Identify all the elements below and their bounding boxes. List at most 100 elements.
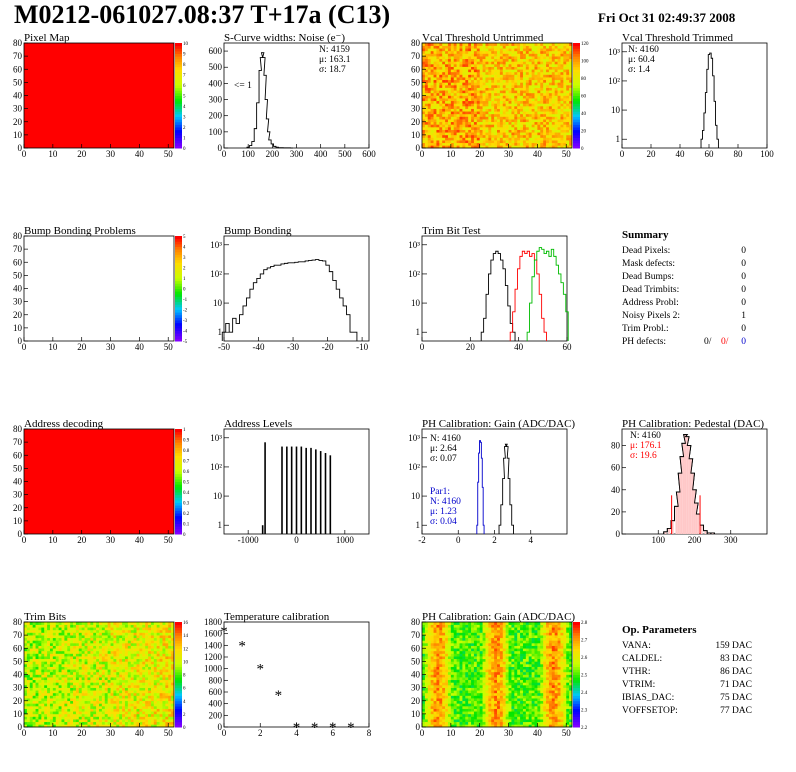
heatmap-cell: [35, 677, 39, 681]
heatmap-cell: [41, 666, 45, 670]
heatmap-cell: [476, 56, 480, 60]
x-tick-label: 0: [456, 535, 461, 545]
heatmap-cell: [73, 640, 77, 644]
heatmap-cell: [61, 687, 65, 691]
heatmap-cell: [55, 708, 59, 712]
heatmap-cell: [557, 53, 561, 57]
heatmap-cell: [70, 713, 74, 717]
heatmap-cell: [453, 98, 457, 102]
heatmap-cell: [41, 692, 45, 696]
heatmap-cell: [494, 82, 498, 86]
heatmap-cell: [90, 622, 94, 625]
heatmap-cell: [560, 77, 564, 81]
heatmap-cell: [517, 119, 521, 123]
heatmap-cell: [540, 45, 544, 49]
heatmap-cell: [531, 116, 535, 120]
palette-label: 20: [581, 130, 587, 135]
heatmap-cell: [93, 622, 97, 625]
heatmap-cell: [150, 677, 155, 681]
heatmap-cell: [148, 632, 152, 636]
heatmap-cell: [488, 140, 492, 144]
heatmap-cell: [93, 721, 97, 725]
heatmap-cell: [540, 87, 544, 91]
heatmap-cell: [494, 106, 498, 109]
heatmap-cell: [491, 111, 495, 115]
heatmap-cell: [58, 648, 62, 652]
heatmap-cell: [473, 137, 478, 141]
heatmap-cell: [87, 661, 91, 665]
heatmap-cell: [116, 658, 120, 662]
heatmap-cell: [113, 677, 117, 681]
heatmap-cell: [90, 635, 94, 639]
heatmap-cell: [159, 643, 163, 646]
heatmap-cell: [569, 106, 573, 109]
heatmap-cell: [465, 108, 469, 112]
heatmap-cell: [459, 140, 463, 144]
heatmap-cell: [505, 98, 509, 102]
heatmap-cell: [38, 690, 42, 694]
heatmap-cell: [101, 713, 106, 717]
heatmap-cell: [424, 108, 429, 112]
heatmap-cell: [52, 711, 57, 715]
heatmap-cell: [75, 656, 80, 660]
heatmap-cell: [81, 643, 85, 646]
heatmap-cell: [522, 134, 527, 138]
heatmap-cell: [459, 48, 463, 52]
heatmap-cell: [508, 48, 512, 52]
heatmap-cell: [508, 95, 512, 99]
x-tick-label: 20: [475, 149, 485, 159]
heatmap-cell: [55, 677, 59, 681]
heatmap-cell: [26, 671, 31, 675]
heatmap-cell: [439, 716, 443, 720]
heatmap-cell: [445, 140, 449, 144]
heatmap-cell: [447, 100, 452, 104]
heatmap-cell: [113, 692, 117, 696]
heatmap-cell: [110, 687, 114, 691]
heatmap-cell: [551, 64, 555, 67]
heatmap-cell: [55, 687, 59, 691]
heatmap-cell: [563, 98, 567, 102]
heatmap-cell: [465, 134, 469, 138]
heatmap-cell: [479, 129, 483, 133]
heatmap-cell: [525, 145, 530, 149]
heatmap-cell: [525, 100, 530, 104]
heatmap-cell: [479, 85, 483, 88]
x-tick-label: 0: [222, 149, 227, 159]
heatmap-cell: [563, 58, 567, 62]
heatmap-cell: [87, 716, 91, 720]
heatmap-cell: [58, 682, 62, 686]
heatmap-cell: [505, 53, 509, 57]
heatmap-cell: [563, 134, 567, 138]
heatmap-cell: [116, 692, 120, 696]
plot-frame: [421, 235, 568, 342]
heatmap-cell: [162, 653, 166, 657]
heatmap-cell: [162, 679, 166, 683]
heatmap-cell: [87, 666, 91, 670]
pedestal-fill: [679, 473, 681, 534]
heatmap-cell: [171, 643, 175, 646]
heatmap-cell: [485, 92, 489, 96]
heatmap-cell: [497, 142, 501, 146]
heatmap-cell: [471, 116, 475, 120]
palette-cell: [175, 695, 182, 699]
heatmap-cell: [139, 703, 143, 707]
heatmap-cell: [468, 69, 472, 73]
heatmap-cell: [462, 113, 466, 117]
heatmap-cell: [165, 666, 169, 670]
heatmap-cell: [436, 82, 440, 86]
heatmap-cell: [130, 711, 134, 715]
heatmap-cell: [162, 690, 166, 694]
heatmap-cell: [99, 645, 103, 649]
palette-cell: [175, 648, 182, 652]
heatmap-cell: [67, 708, 71, 712]
heatmap-cell: [70, 643, 74, 646]
heatmap-cell: [447, 77, 452, 81]
heatmap-cell: [439, 132, 443, 136]
heatmap-cell: [548, 87, 553, 91]
heatmap-cell: [491, 56, 495, 60]
heatmap-cell: [439, 79, 443, 83]
heatmap-cell: [439, 127, 443, 130]
heatmap-cell: [543, 142, 547, 146]
heatmap-cell: [150, 708, 155, 712]
heatmap-cell: [148, 645, 152, 649]
